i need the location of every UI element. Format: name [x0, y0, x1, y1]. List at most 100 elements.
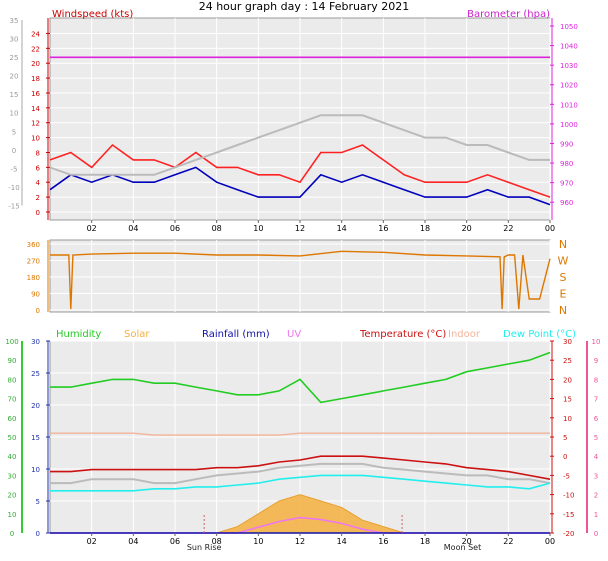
chart-title: 24 hour graph day : 14 February 2021 — [198, 0, 410, 13]
temp-ytick-label: 20 — [563, 376, 572, 384]
temp-ytick-label: 15 — [563, 396, 572, 404]
wind-outer-ytick-label: 30 — [10, 36, 19, 44]
temp-ytick-label: -5 — [563, 472, 570, 480]
wind-ytick-label: 4 — [36, 179, 41, 187]
baro-ytick-label: 980 — [560, 160, 573, 168]
wind-axis-title: Windspeed (kts) — [52, 9, 133, 20]
legend-item: UV — [287, 329, 301, 340]
uv-ytick-label: 10 — [592, 338, 601, 346]
wind-ytick-label: 20 — [31, 60, 40, 68]
wind-xtick-label: 16 — [378, 224, 388, 233]
uv-ytick-label: 1 — [594, 511, 598, 519]
wind-outer-ytick-label: 15 — [10, 91, 19, 99]
wind-ytick-label: 24 — [31, 30, 40, 38]
wind-series-wind_gust — [49, 143, 551, 198]
humidity-ytick-label: 70 — [8, 396, 17, 404]
uv-ytick-label: 2 — [594, 492, 598, 500]
humidity-ytick-label: 80 — [8, 376, 17, 384]
temp-xtick-label: 02 — [87, 537, 97, 546]
rain-ytick-label: 5 — [36, 498, 40, 506]
rain-ytick-label: 0 — [36, 530, 40, 538]
uv-ytick-label: 4 — [594, 453, 599, 461]
temp-xtick-label: 10 — [253, 537, 263, 546]
humidity-ytick-label: 60 — [8, 415, 17, 423]
rain-ytick-label: 15 — [31, 434, 40, 442]
temp-ytick-label: 10 — [563, 415, 572, 423]
wind-xtick-label: 08 — [212, 224, 222, 233]
wind-ytick-label: 22 — [31, 45, 40, 53]
uv-ytick-label: 0 — [594, 530, 598, 538]
wind-outer-ytick-label: -15 — [8, 202, 19, 210]
wind-xtick-label: 02 — [87, 224, 97, 233]
wind-ytick-label: 10 — [31, 135, 40, 143]
direction-compass-label: S — [560, 271, 567, 284]
rain-ytick-label: 30 — [31, 338, 40, 346]
wind-series-wind_avg — [49, 166, 551, 206]
humidity-ytick-label: 50 — [8, 434, 17, 442]
temp-xtick-label: 12 — [295, 537, 305, 546]
wind-outer-ytick-label: -10 — [8, 184, 19, 192]
temp-ytick-label: -10 — [563, 492, 574, 500]
direction-ytick-label: 90 — [31, 291, 40, 299]
rain-ytick-label: 20 — [31, 402, 40, 410]
humidity-ytick-label: 10 — [8, 511, 17, 519]
direction-ytick-label: 0 — [36, 307, 40, 315]
humidity-ytick-label: 40 — [8, 453, 17, 461]
humidity-ytick-label: 90 — [8, 357, 17, 365]
wind-xtick-label: 12 — [295, 224, 305, 233]
wind-xtick-label: 20 — [462, 224, 472, 233]
wind-xtick-label: 10 — [253, 224, 263, 233]
wind-ytick-label: 2 — [36, 194, 40, 202]
sunrise-label: Sun Rise — [187, 543, 222, 552]
wind-outer-ytick-label: 35 — [10, 17, 19, 25]
wind-outer-ytick-label: 25 — [10, 54, 19, 62]
direction-compass-label: E — [560, 288, 567, 301]
direction-ytick-label: 270 — [27, 258, 40, 266]
legend-item: Rainfall (mm) — [202, 329, 270, 340]
wind-outer-ytick-label: 10 — [10, 110, 19, 118]
temp-xtick-label: 08 — [212, 537, 222, 546]
wind-ytick-label: 0 — [36, 209, 40, 217]
wind-xtick-label: 06 — [170, 224, 180, 233]
wind-ytick-label: 16 — [31, 90, 40, 98]
baro-axis-title: Barometer (hpa) — [467, 9, 550, 20]
moonset-label: Moon Set — [444, 543, 481, 552]
temp-xtick-label: 20 — [462, 537, 472, 546]
temp-xtick-label: 06 — [170, 537, 180, 546]
direction-compass-label: N — [559, 304, 567, 317]
wind-outer-ytick-label: 20 — [10, 73, 19, 81]
wind-xtick-label: 00 — [545, 224, 555, 233]
wind-outer-ytick-label: -5 — [11, 165, 18, 173]
temp-xtick-label: 04 — [128, 537, 138, 546]
uv-ytick-label: 3 — [594, 472, 598, 480]
temp-series-humidity — [50, 351, 551, 404]
humidity-ytick-label: 30 — [8, 472, 17, 480]
wind-ytick-label: 6 — [36, 164, 41, 172]
uv-ytick-label: 6 — [594, 415, 599, 423]
humidity-ytick-label: 100 — [5, 338, 18, 346]
temp-series-temperature — [50, 455, 551, 480]
baro-ytick-label: 1020 — [560, 82, 578, 90]
legend-item: Humidity — [56, 329, 101, 340]
temp-ytick-label: 30 — [563, 338, 572, 346]
humidity-ytick-label: 0 — [10, 530, 14, 538]
direction-compass-label: N — [559, 238, 567, 251]
legend-item: Temperature (°C) — [359, 329, 446, 340]
temp-series-dew_point — [50, 474, 551, 492]
wind-xtick-label: 04 — [128, 224, 138, 233]
uv-ytick-label: 8 — [594, 376, 598, 384]
wind-outer-ytick-label: 5 — [12, 128, 16, 136]
wind-xtick-label: 22 — [503, 224, 513, 233]
temp-xtick-label: 14 — [337, 537, 347, 546]
legend-item: Solar — [124, 329, 150, 340]
wind-xtick-label: 14 — [337, 224, 347, 233]
baro-ytick-label: 1010 — [560, 101, 578, 109]
uv-ytick-label: 7 — [594, 396, 598, 404]
baro-ytick-label: 1000 — [560, 121, 578, 129]
wind-xtick-label: 18 — [420, 224, 430, 233]
temp-series-temp_other — [50, 462, 551, 485]
direction-ytick-label: 180 — [27, 274, 40, 282]
rain-ytick-label: 10 — [31, 466, 40, 474]
baro-ytick-label: 1030 — [560, 62, 578, 70]
